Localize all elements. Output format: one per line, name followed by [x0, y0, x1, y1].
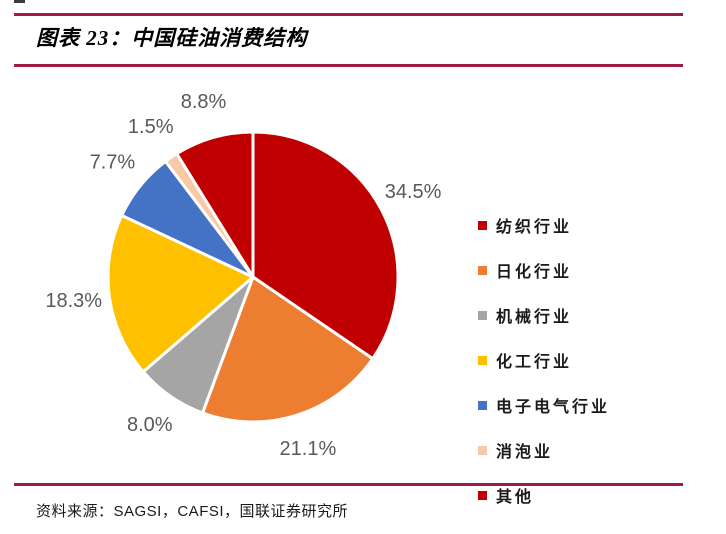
pie-slice-chemical [106, 213, 255, 374]
legend-label-other: 其他 [496, 489, 535, 506]
figure-title: 图表 23：中国硅油消费结构 [36, 26, 308, 50]
pie-label-machinery: 8.0% [127, 414, 173, 436]
legend-label-machinery: 机械行业 [496, 309, 573, 326]
pie-label-defoaming: 1.5% [128, 116, 174, 138]
legend-swatch-machinery [478, 310, 487, 320]
source-rule [14, 483, 683, 486]
legend-label-electronics: 电子电气行业 [496, 399, 611, 416]
legend-swatch-chemical [478, 355, 487, 365]
legend-label-textile: 纺织行业 [496, 219, 573, 236]
legend-item-textile: 纺织行业 [478, 216, 610, 236]
pie-chart-area: 34.5% 21.1% 8.0% 18.3% 7.7% 1.5% 8.8% 纺织行业日化行业… [0, 80, 726, 506]
legend-item-chemical: 化工行业 [478, 351, 610, 371]
pie-label-chemical: 18.3% [45, 290, 102, 312]
legend-label-defoaming: 消泡业 [496, 444, 554, 461]
title-rule-bottom [14, 64, 683, 67]
legend-item-defoaming: 消泡业 [478, 441, 610, 461]
source-note: 资料来源：SAGSI，CAFSI，国联证券研究所 [36, 503, 349, 520]
legend-item-machinery: 机械行业 [478, 306, 610, 326]
pie-slice-other [175, 130, 255, 279]
pie-label-other: 8.8% [181, 91, 227, 113]
legend-item-daily-chemical: 日化行业 [478, 261, 610, 281]
title-rule-top [14, 13, 683, 16]
legend-item-electronics: 电子电气行业 [478, 396, 611, 416]
legend-swatch-other [478, 490, 487, 500]
chart-legend: 纺织行业日化行业机械行业化工行业电子电气行业 消泡业其他 [478, 216, 611, 506]
legend-swatch-textile [478, 220, 487, 230]
legend-swatch-defoaming [478, 445, 487, 455]
pie-label-electronics: 7.7% [90, 151, 136, 173]
page-edge-artifact [14, 0, 25, 3]
pie-label-daily-chemical: 21.1% [280, 438, 337, 460]
legend-swatch-daily-chemical [478, 265, 487, 275]
pie-slice-daily-chemical [201, 275, 375, 424]
legend-label-daily-chemical: 日化行业 [496, 264, 573, 281]
legend-label-chemical: 化工行业 [496, 354, 573, 371]
legend-swatch-electronics [478, 400, 487, 410]
legend-item-other: 其他 [478, 486, 610, 506]
pie-chart: 34.5% 21.1% 8.0% 18.3% 7.7% 1.5% 8.8% [45, 91, 442, 460]
pie-label-textile: 34.5% [385, 181, 442, 203]
pie-slice-textile [251, 130, 400, 361]
